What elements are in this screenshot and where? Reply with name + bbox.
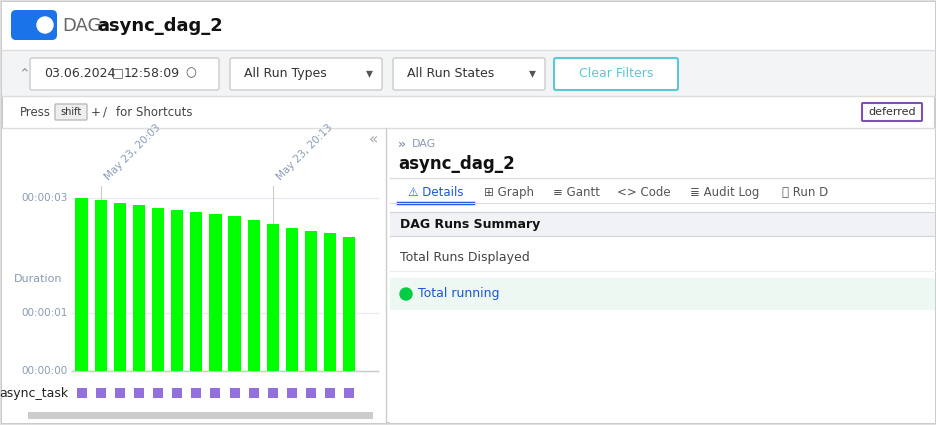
Text: async_dag_2: async_dag_2 — [97, 17, 223, 35]
Text: DAG:: DAG: — [62, 17, 108, 35]
Bar — [343, 237, 355, 371]
Bar — [191, 388, 201, 398]
Bar — [304, 231, 317, 371]
Text: /: / — [103, 105, 107, 119]
Text: Total running: Total running — [417, 287, 499, 300]
Bar — [134, 388, 144, 398]
Text: «: « — [369, 133, 377, 147]
Bar — [306, 388, 315, 398]
Text: May 23, 20:03: May 23, 20:03 — [103, 122, 162, 182]
Circle shape — [37, 17, 53, 33]
Text: □: □ — [112, 66, 124, 79]
Bar — [133, 205, 145, 371]
FancyBboxPatch shape — [55, 104, 87, 120]
Text: async_task: async_task — [0, 386, 68, 399]
Bar — [171, 210, 183, 371]
Bar — [285, 228, 298, 371]
Bar — [267, 224, 279, 371]
Text: Clear Filters: Clear Filters — [578, 66, 652, 79]
Text: ▾: ▾ — [529, 66, 535, 80]
Text: ⚠ Details: ⚠ Details — [407, 185, 462, 198]
Bar — [286, 388, 297, 398]
Text: All Run States: All Run States — [406, 66, 493, 79]
Text: 00:00:00: 00:00:00 — [22, 366, 68, 376]
Bar — [172, 388, 182, 398]
Bar — [152, 208, 164, 371]
Text: ▾: ▾ — [366, 66, 373, 80]
Bar — [325, 388, 335, 398]
Text: ○: ○ — [184, 66, 196, 79]
Text: Total Runs Displayed: Total Runs Displayed — [400, 252, 529, 264]
Bar — [113, 203, 125, 371]
Text: 00:00:03: 00:00:03 — [22, 193, 68, 203]
Text: <> Code: <> Code — [616, 185, 669, 198]
FancyBboxPatch shape — [553, 58, 678, 90]
Text: May 23, 20:13: May 23, 20:13 — [274, 122, 334, 182]
FancyBboxPatch shape — [861, 103, 921, 121]
Text: Press: Press — [20, 105, 51, 119]
Text: 00:00:01: 00:00:01 — [22, 308, 68, 318]
Bar — [2, 50, 934, 96]
Bar — [77, 388, 86, 398]
Text: DAG Runs Summary: DAG Runs Summary — [400, 218, 540, 230]
Text: for Shortcuts: for Shortcuts — [116, 105, 192, 119]
Text: ⊞ Graph: ⊞ Graph — [484, 185, 534, 198]
FancyBboxPatch shape — [11, 10, 57, 40]
Bar — [190, 212, 202, 371]
Bar — [389, 212, 934, 236]
Bar — [209, 214, 221, 371]
Bar — [2, 2, 934, 50]
Bar — [344, 388, 354, 398]
Text: deferred: deferred — [868, 107, 914, 117]
Bar — [153, 388, 163, 398]
Bar — [76, 198, 88, 371]
Text: 03.06.2024: 03.06.2024 — [44, 66, 115, 79]
Bar — [115, 388, 124, 398]
Text: shift: shift — [60, 107, 81, 117]
Bar — [229, 388, 240, 398]
Text: 12:58:09: 12:58:09 — [124, 66, 180, 79]
Bar — [247, 220, 259, 371]
Text: ≡ Gantt: ≡ Gantt — [552, 185, 599, 198]
Bar — [211, 388, 220, 398]
Bar — [2, 128, 386, 423]
Circle shape — [400, 288, 412, 300]
FancyBboxPatch shape — [392, 58, 545, 90]
Text: ⌛ Run D: ⌛ Run D — [782, 185, 827, 198]
Bar — [389, 128, 934, 423]
Bar — [248, 388, 258, 398]
Text: ≣ Audit Log: ≣ Audit Log — [689, 185, 758, 198]
FancyBboxPatch shape — [229, 58, 382, 90]
Text: ⌃: ⌃ — [18, 66, 30, 80]
Bar — [28, 412, 373, 419]
Text: Duration: Duration — [14, 274, 63, 283]
Bar — [389, 278, 934, 310]
Text: +: + — [91, 105, 101, 119]
Bar — [324, 233, 336, 371]
Text: »: » — [398, 138, 405, 150]
Bar — [95, 201, 107, 371]
Text: DAG: DAG — [412, 139, 436, 149]
Bar — [268, 388, 277, 398]
Text: All Run Types: All Run Types — [243, 66, 327, 79]
Text: async_dag_2: async_dag_2 — [398, 155, 514, 173]
FancyBboxPatch shape — [30, 58, 219, 90]
Bar — [95, 388, 106, 398]
Bar — [228, 216, 241, 371]
